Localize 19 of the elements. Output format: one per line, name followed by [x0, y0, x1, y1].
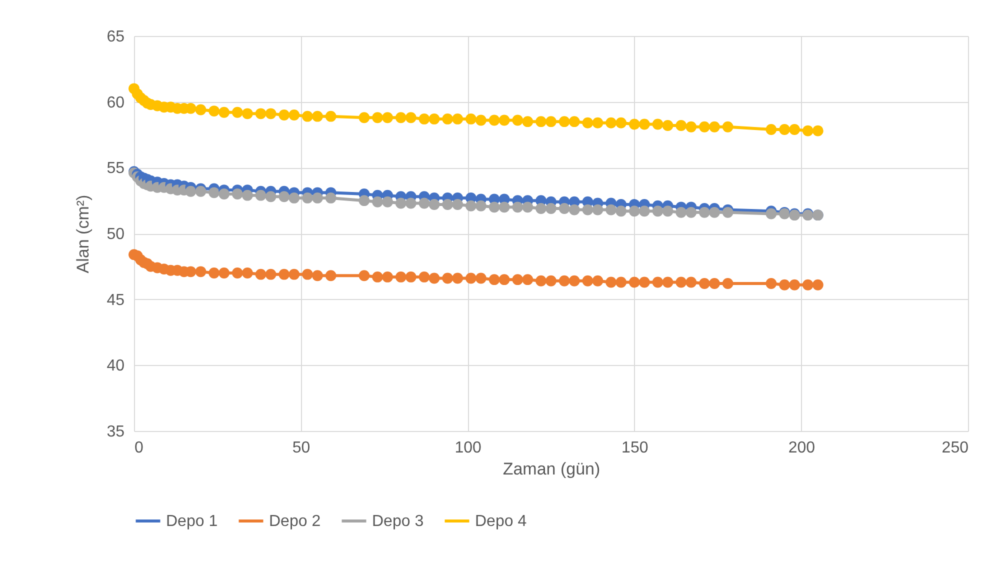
- x-tick-label: 250: [942, 440, 969, 456]
- x-tick-label: 0: [134, 440, 144, 456]
- legend-label: Depo 2: [269, 513, 321, 530]
- y-tick-label: 50: [106, 226, 125, 243]
- y-tick-label: 65: [106, 28, 125, 46]
- y-tick-label: 45: [106, 292, 125, 309]
- x-tick-label: 50: [292, 440, 310, 456]
- y-tick-label: 55: [106, 160, 125, 178]
- y-tick-label: 35: [106, 424, 125, 440]
- legend-label: Depo 1: [166, 513, 218, 530]
- legend-label: Depo 4: [475, 513, 527, 530]
- y-tick-label: 40: [106, 358, 125, 375]
- legend-label: Depo 3: [372, 513, 424, 530]
- x-tick-label: 100: [454, 440, 482, 456]
- y-tick-label: 60: [106, 94, 125, 112]
- x-axis-title: Zaman (gün): [502, 460, 600, 478]
- y-axis-title: Alan (cm²): [74, 194, 93, 274]
- x-tick-label: 150: [622, 440, 648, 456]
- x-tick-label: 200: [788, 440, 816, 456]
